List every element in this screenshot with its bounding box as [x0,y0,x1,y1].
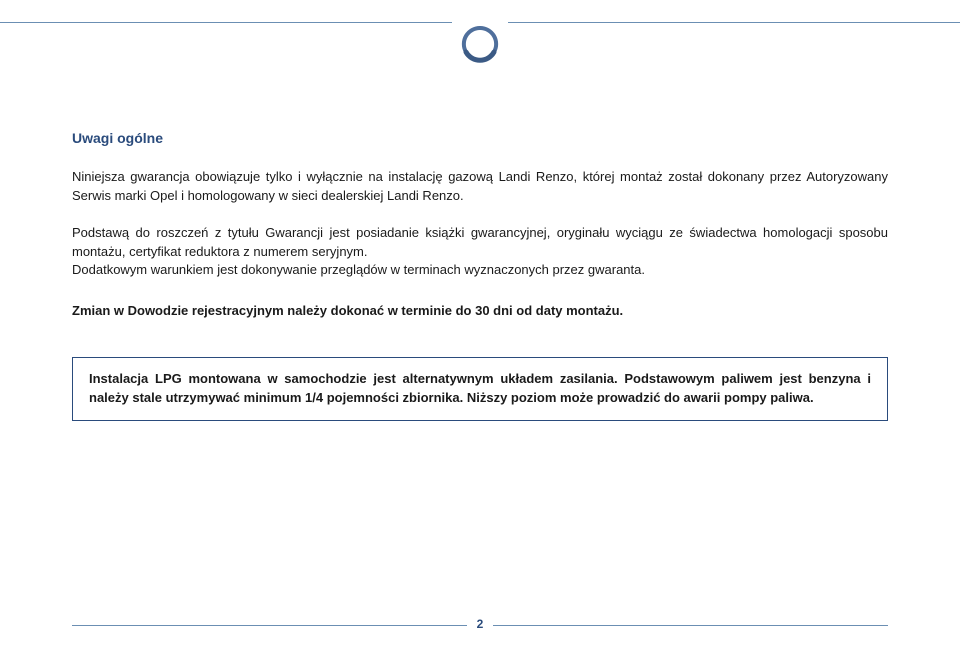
brand-logo-icon [456,24,504,64]
header-rule-right [508,22,960,23]
footer: 2 [0,617,960,637]
page-number: 2 [477,617,484,631]
header-rule-left [0,22,452,23]
notice-bold: Zmian w Dowodzie rejestracyjnym należy d… [72,302,888,321]
footer-rule-right [493,625,888,626]
footer-rule-left [72,625,467,626]
boxed-notice: Instalacja LPG montowana w samochodzie j… [72,357,888,421]
content-area: Uwagi ogólne Niniejsza gwarancja obowiąz… [72,130,888,421]
paragraph-1: Niniejsza gwarancja obowiązuje tylko i w… [72,168,888,206]
section-title: Uwagi ogólne [72,130,888,146]
paragraph-2: Podstawą do roszczeń z tytułu Gwarancji … [72,224,888,281]
page: Uwagi ogólne Niniejsza gwarancja obowiąz… [0,0,960,651]
